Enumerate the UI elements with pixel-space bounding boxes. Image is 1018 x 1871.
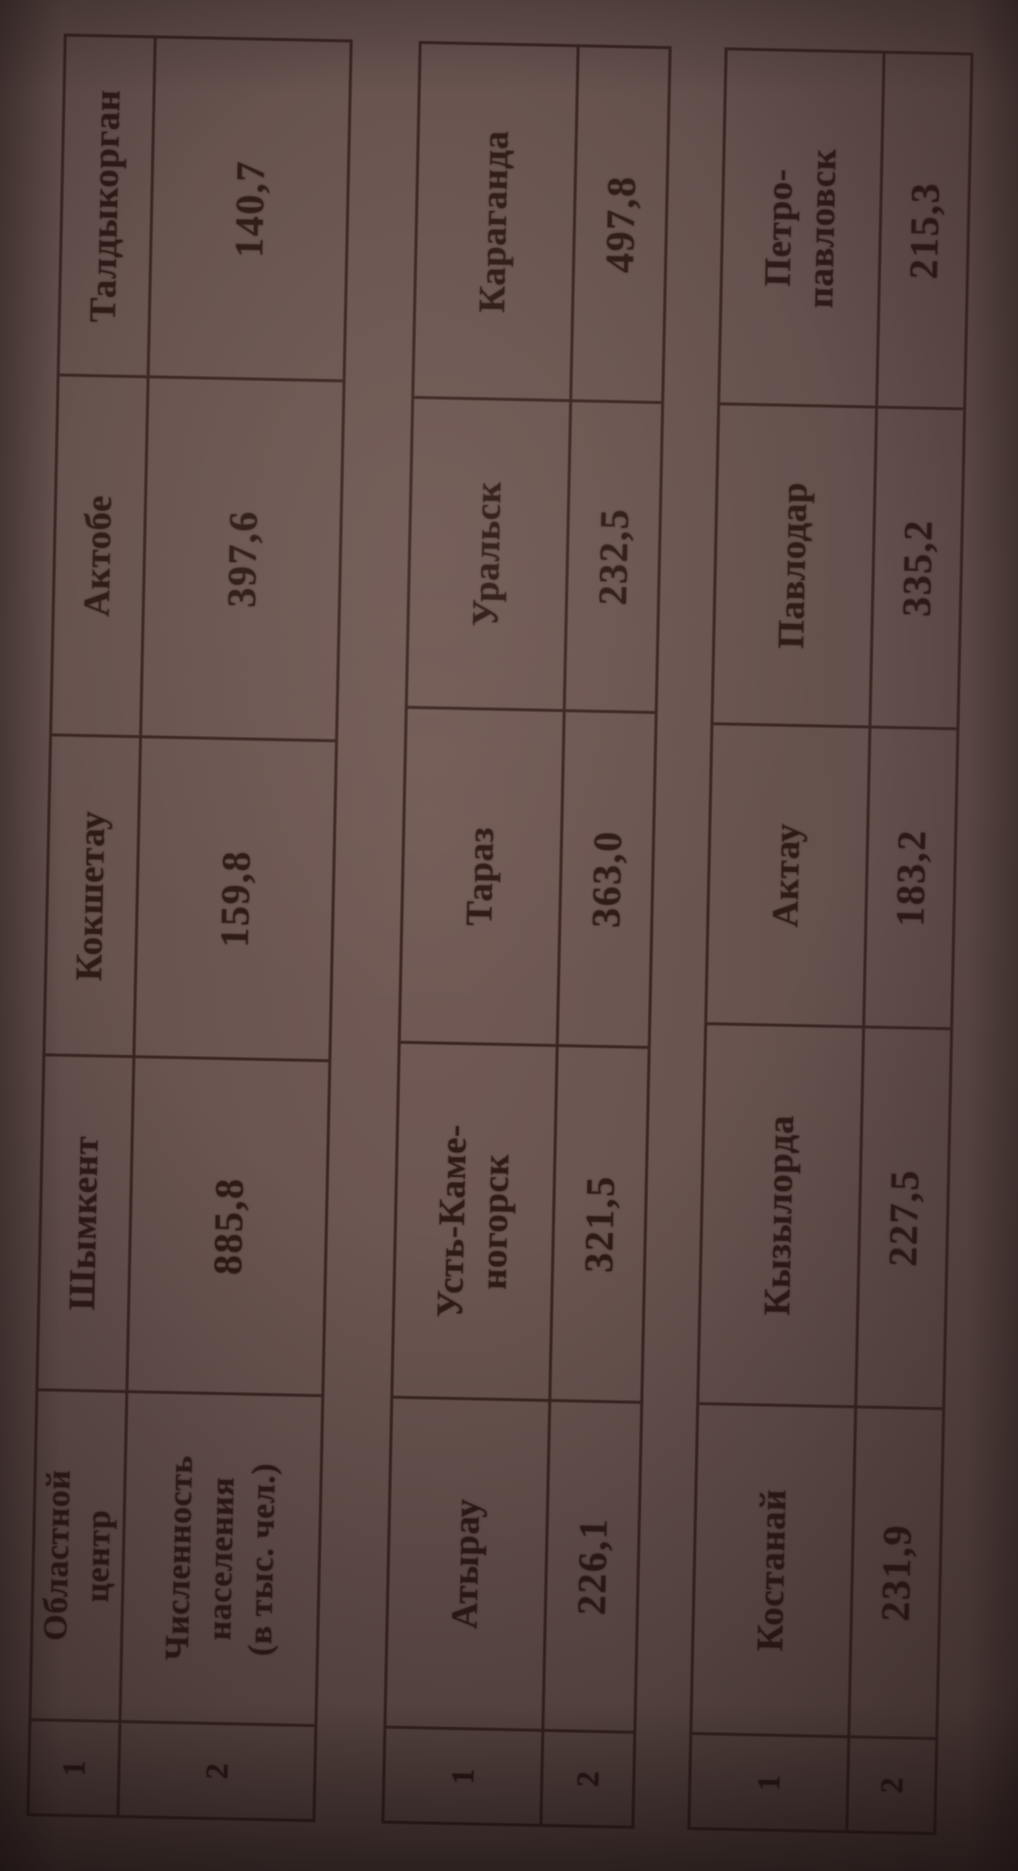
population-value-cell: 885,8 xyxy=(126,1056,330,1396)
row-number-cell: 2 xyxy=(540,1730,635,1828)
population-value-cell: 140,7 xyxy=(148,36,352,381)
population-value-cell: 232,5 xyxy=(564,400,663,713)
city-name-cell: Кокшетау xyxy=(43,734,141,1057)
population-table-2: 1 Атырау Усть-Каме- ногорск Тараз Уральск Кар… xyxy=(381,41,671,1829)
row-number-cell: 1 xyxy=(382,1727,543,1826)
city-name-cell: Караганда xyxy=(412,42,579,401)
row-number-cell: 2 xyxy=(117,1721,316,1821)
city-name-cell: Атырау xyxy=(384,1397,550,1731)
population-value-cell: 497,8 xyxy=(570,45,671,403)
population-table-3: 1 Костанай Кызылорда Актау Павлодар Петро- па… xyxy=(687,47,973,1835)
population-table-1: 1 Областной центр Шымкент Кокшетау Актобе Тал… xyxy=(26,33,352,1822)
header-cell: Численность населения (в тыс. чел.) xyxy=(119,1391,323,1726)
row-number-cell: 1 xyxy=(688,1733,849,1832)
city-name-cell: Тараз xyxy=(399,707,565,1046)
population-value-cell: 231,9 xyxy=(848,1406,944,1739)
population-value-cell: 321,5 xyxy=(549,1045,650,1403)
population-value-cell: 226,1 xyxy=(542,1400,642,1733)
population-value-cell: 335,2 xyxy=(869,407,965,729)
city-name-cell: Уральск xyxy=(406,397,571,711)
population-value-cell: 397,6 xyxy=(140,376,345,741)
city-name-cell: Костанай xyxy=(690,1403,856,1737)
population-value-cell: 363,0 xyxy=(557,710,657,1048)
population-value-cell: 159,8 xyxy=(133,736,337,1061)
city-name-cell: Петро- павловск xyxy=(718,48,885,408)
city-name-cell: Актобе xyxy=(50,374,149,737)
row-number-cell: 1 xyxy=(27,1719,120,1817)
city-name-cell: Павлодар xyxy=(711,403,877,728)
row-number-cell: 2 xyxy=(846,1736,937,1834)
population-value-cell: 227,5 xyxy=(855,1026,952,1409)
header-cell: Областной центр xyxy=(29,1389,127,1722)
population-value-cell: 183,2 xyxy=(863,727,958,1029)
city-name-cell: Актау xyxy=(705,723,870,1027)
city-name-cell: Шымкент xyxy=(36,1054,134,1392)
population-value-cell: 215,3 xyxy=(876,52,973,409)
city-name-cell: Усть-Каме- ногорск xyxy=(391,1042,558,1401)
city-name-cell: Талдыкорган xyxy=(58,35,156,377)
city-name-cell: Кызылорда xyxy=(697,1023,864,1407)
